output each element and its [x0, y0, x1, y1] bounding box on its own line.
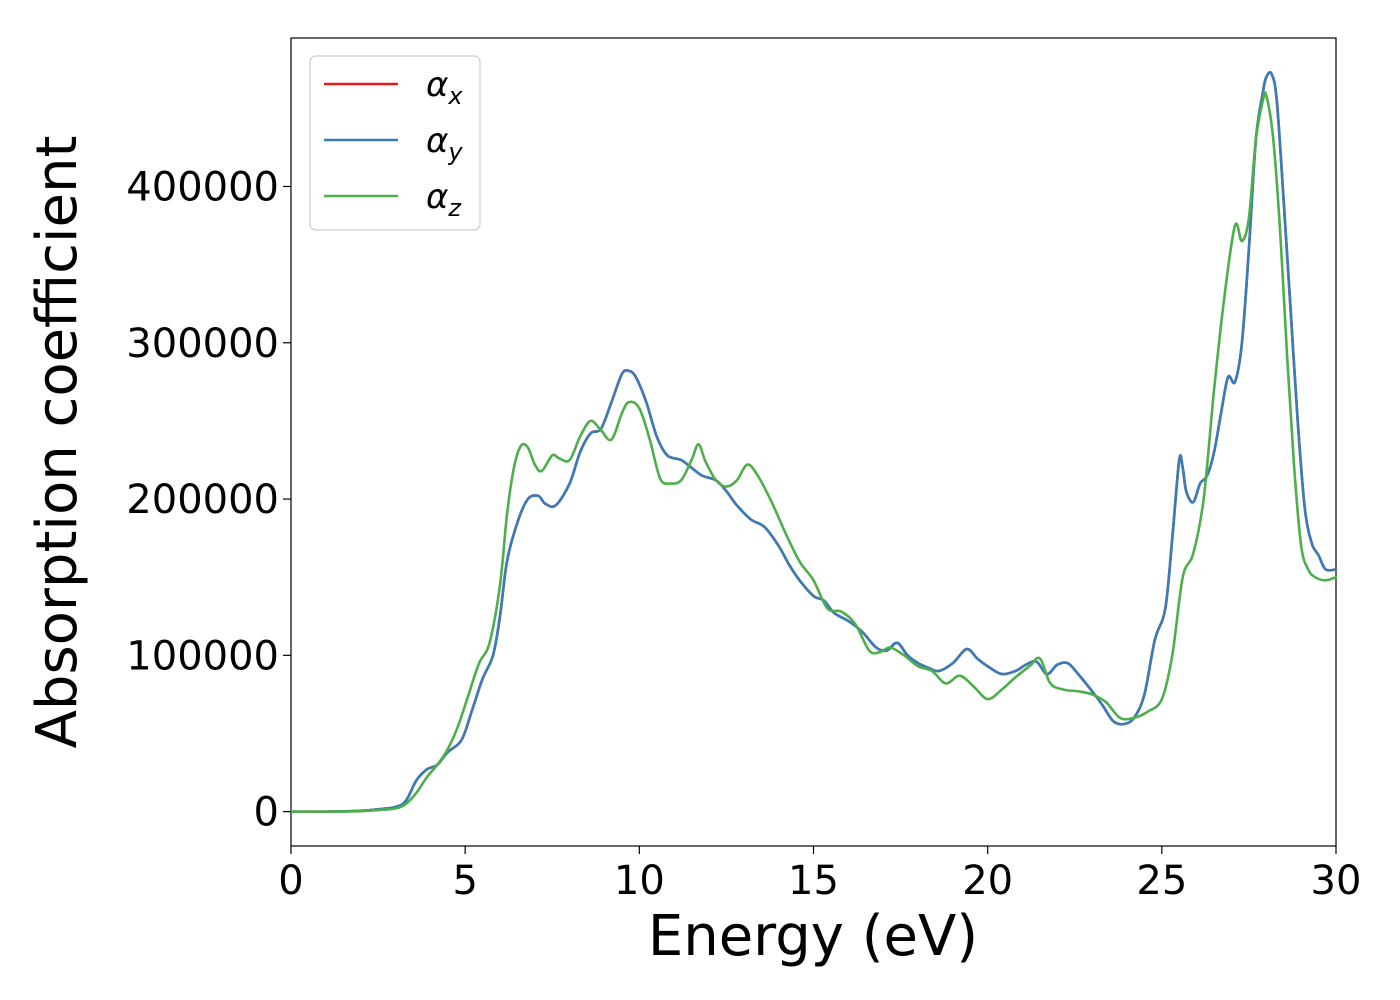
y-axis-label: Absorption coefficient: [25, 136, 90, 749]
y-tick-label: 400000: [126, 164, 279, 210]
legend-subscript: z: [447, 194, 462, 222]
x-tick-label: 5: [452, 858, 477, 904]
y-axis-ticks: 0 100000 200000 300000 400000: [126, 164, 291, 836]
series-lines: [289, 71, 1338, 813]
legend-label-z: αz: [426, 177, 462, 222]
x-tick-label: 30: [1311, 858, 1362, 904]
x-axis-label: Energy (eV): [648, 904, 978, 969]
x-tick-label: 10: [614, 858, 665, 904]
x-tick-label: 20: [962, 858, 1013, 904]
legend-subscript: x: [447, 82, 463, 110]
y-tick-label: 200000: [126, 477, 279, 523]
legend-symbol: α: [426, 65, 448, 105]
legend-label-x: αx: [426, 65, 463, 110]
legend-box: [309, 55, 481, 231]
x-axis-ticks: 0 5 10 15 20 25 30: [278, 846, 1361, 904]
legend-subscript: y: [447, 138, 463, 166]
legend-symbol: α: [426, 121, 448, 161]
series-line-y: [289, 71, 1338, 813]
legend-label-y: αy: [426, 121, 463, 166]
x-tick-label: 25: [1136, 858, 1187, 904]
y-tick-label: 0: [254, 790, 279, 836]
y-tick-label: 100000: [126, 633, 279, 679]
x-tick-label: 15: [788, 858, 839, 904]
series-line-z: [289, 91, 1338, 813]
x-tick-label: 0: [278, 858, 303, 904]
legend-symbol: α: [426, 177, 448, 217]
y-tick-label: 300000: [126, 321, 279, 367]
